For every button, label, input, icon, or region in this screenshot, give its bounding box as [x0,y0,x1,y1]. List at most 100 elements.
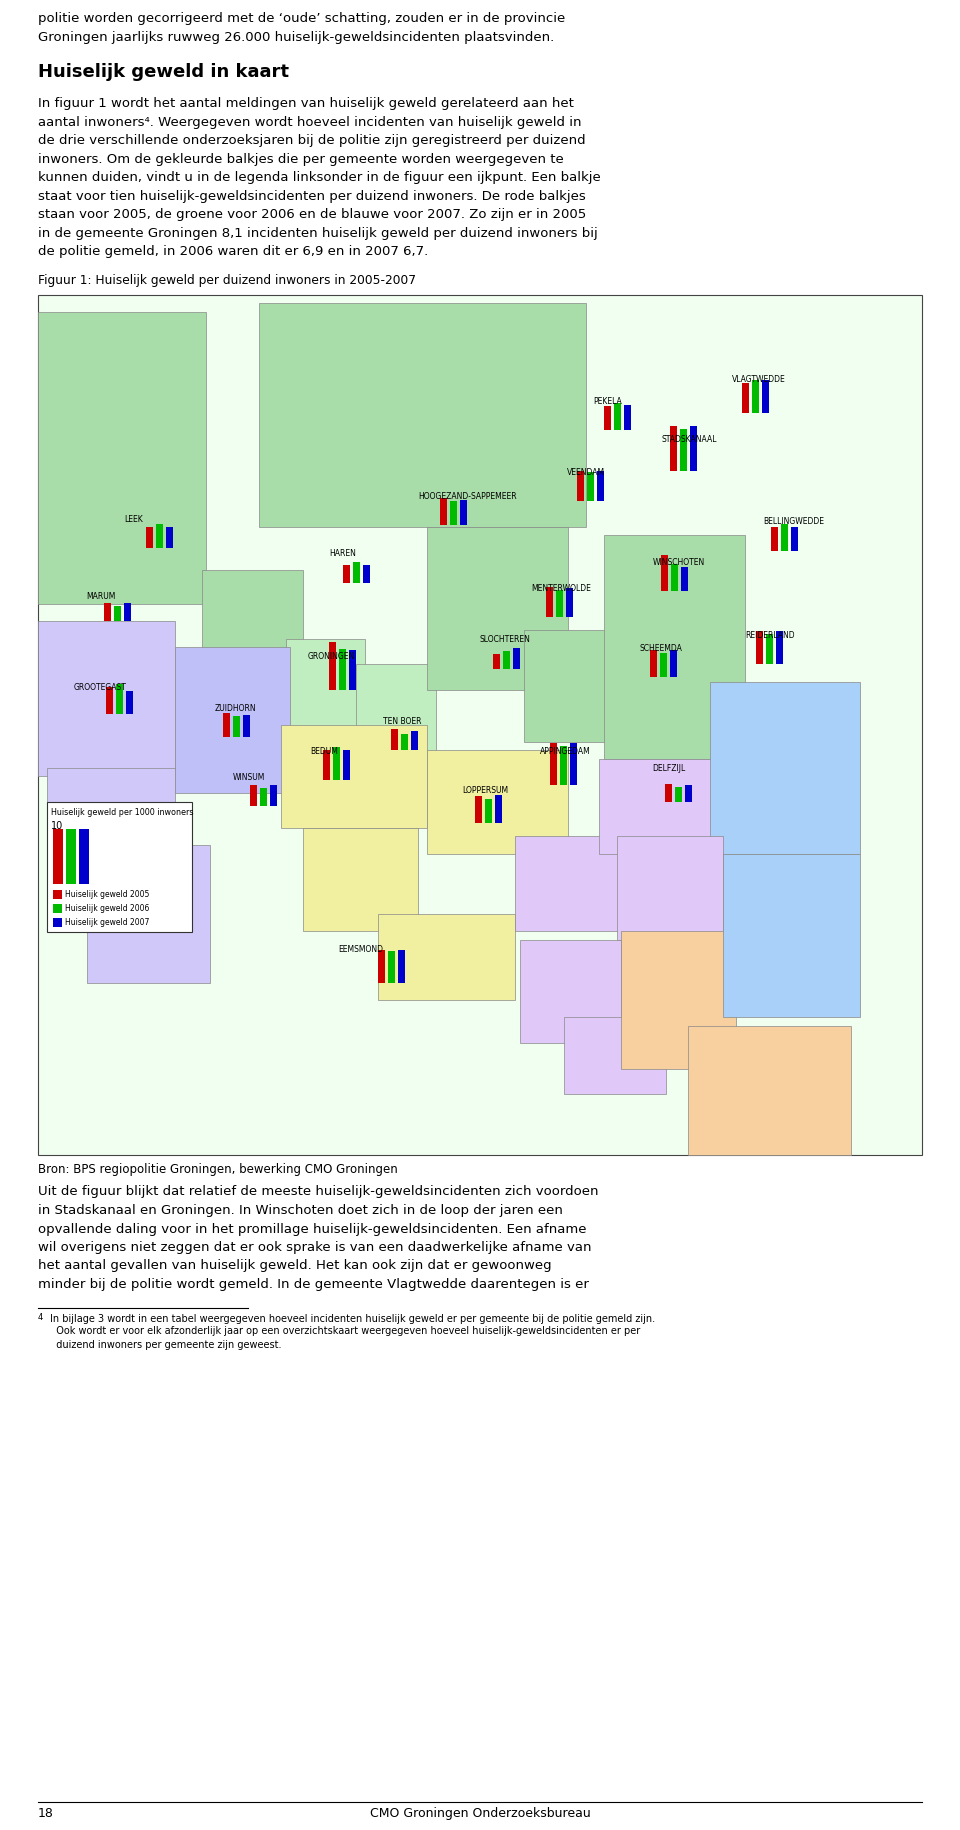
Bar [285,639,365,743]
Text: DE MARNE: DE MARNE [95,829,136,838]
Bar [162,844,170,867]
Bar [597,472,604,501]
Bar [516,836,621,931]
Bar [260,789,267,807]
Text: DELFZIJL: DELFZIJL [653,763,685,772]
Bar [665,785,672,803]
Bar [343,565,349,584]
Bar [762,381,769,414]
Text: opvallende daling voor in het promillage huiselijk-geweldsincidenten. Een afname: opvallende daling voor in het promillage… [38,1222,587,1235]
Text: Huiselijk geweld 2006: Huiselijk geweld 2006 [65,904,149,913]
Bar [114,608,121,622]
Text: 18: 18 [38,1806,54,1819]
Bar [546,587,553,619]
Bar [349,650,356,690]
Text: WINSUM: WINSUM [232,772,265,781]
Text: Uit de figuur blijkt dat relatief de meeste huiselijk-geweldsincidenten zich voo: Uit de figuur blijkt dat relatief de mee… [38,1184,598,1199]
Text: inwoners. Om de gekleurde balkjes die per gemeente worden weergegeven te: inwoners. Om de gekleurde balkjes die pe… [38,152,564,165]
Bar [513,648,520,670]
Text: In figuur 1 wordt het aantal meldingen van huiselijk geweld gerelateerd aan het: In figuur 1 wordt het aantal meldingen v… [38,97,574,110]
Bar [156,525,163,549]
Bar [47,803,192,933]
Text: BELLINGWEDDE: BELLINGWEDDE [763,518,824,525]
Bar [676,787,683,803]
Text: SLOCHTEREN: SLOCHTEREN [480,635,531,644]
Bar [427,750,568,855]
Bar [233,717,240,737]
Bar [324,750,330,781]
Text: de drie verschillende onderzoeksjaren bij de politie zijn geregistreerd per duiz: de drie verschillende onderzoeksjaren bi… [38,134,586,146]
Text: TEN BOER: TEN BOER [383,717,421,725]
Bar [392,730,398,750]
Bar [460,501,467,525]
Bar [681,567,688,591]
Bar [791,527,799,551]
Bar [411,732,419,750]
Bar [587,472,594,501]
Text: MENTERWOLDE: MENTERWOLDE [531,584,591,593]
Bar [570,743,578,785]
Text: Huiselijk geweld per 1000 inwoners: Huiselijk geweld per 1000 inwoners [51,807,193,816]
Text: ZUIDHORN: ZUIDHORN [215,703,256,712]
Bar [670,651,678,677]
Text: het aantal gevallen van huiselijk geweld. Het kan ook zijn dat er gewoonweg: het aantal gevallen van huiselijk geweld… [38,1259,552,1272]
Bar [53,829,62,884]
Text: REIDERLAND: REIDERLAND [745,631,795,639]
Text: de politie gemeld, in 2006 waren dit er 6,9 en in 2007 6,7.: de politie gemeld, in 2006 waren dit er … [38,245,428,258]
Bar [617,836,723,941]
Bar [126,692,132,716]
Bar [690,426,697,472]
Bar [86,845,210,983]
Text: Figuur 1: Huiselijk geweld per duizend inwoners in 2005-2007: Figuur 1: Huiselijk geweld per duizend i… [38,273,416,285]
Bar [344,750,350,781]
Bar [661,556,668,591]
Bar [388,952,396,983]
Text: staan voor 2005, de groene voor 2006 en de blauwe voor 2007. Zo zijn er in 2005: staan voor 2005, de groene voor 2006 en … [38,209,587,221]
Bar [671,565,678,591]
Text: 4: 4 [38,1312,43,1321]
Text: aantal inwoners⁴. Weergegeven wordt hoeveel incidenten van huiselijk geweld in: aantal inwoners⁴. Weergegeven wordt hoev… [38,115,582,128]
Bar [604,536,745,759]
Text: Huiselijk geweld in kaart: Huiselijk geweld in kaart [38,62,289,81]
Bar [566,589,573,619]
Text: wil overigens niet zeggen dat er ook sprake is van een daadwerkelijke afname van: wil overigens niet zeggen dat er ook spr… [38,1241,591,1254]
Text: LOPPERSUM: LOPPERSUM [463,785,509,794]
Bar [564,1017,665,1094]
Bar [660,653,667,677]
Text: GRONINGEN: GRONINGEN [307,651,355,661]
Text: GROOTEGAST: GROOTEGAST [73,683,126,692]
Text: duizend inwoners per gemeente zijn geweest.: duizend inwoners per gemeente zijn gewee… [50,1340,281,1349]
Bar [427,527,568,690]
Text: in de gemeente Groningen 8,1 incidenten huiselijk geweld per duizend inwoners bi: in de gemeente Groningen 8,1 incidenten … [38,227,598,240]
Text: LEEK: LEEK [125,514,143,523]
Bar [47,769,175,871]
Bar [777,631,783,664]
Text: HOOGEZAND-SAPPEMEER: HOOGEZAND-SAPPEMEER [419,490,516,500]
Bar [621,931,736,1069]
Bar [772,527,779,551]
Bar [166,527,174,549]
Bar [577,472,584,501]
Bar [624,406,631,432]
Bar [202,571,303,725]
Text: politie worden gecorrigeerd met de ‘oude’ schatting, zouden er in de provincie: politie worden gecorrigeerd met de ‘oude… [38,13,565,26]
Bar [147,527,154,549]
Bar [486,800,492,824]
Text: Huiselijk geweld 2007: Huiselijk geweld 2007 [65,919,149,926]
Bar [329,642,336,690]
Text: Ook wordt er voor elk afzonderlijk jaar op een overzichtskaart weergegeven hoeve: Ook wordt er voor elk afzonderlijk jaar … [50,1325,640,1336]
Bar [270,785,276,807]
Bar [450,501,457,525]
Bar [53,919,61,928]
Bar [604,406,611,432]
Text: minder bij de politie wordt gemeld. In de gemeente Vlagtwedde daarentegen is er: minder bij de politie wordt gemeld. In d… [38,1277,588,1290]
Bar [599,759,719,855]
Bar [742,384,750,414]
Bar [53,904,61,913]
Bar [352,562,360,584]
Bar [250,785,257,807]
Text: EEMSMOND: EEMSMOND [339,944,384,953]
Bar [709,683,860,855]
Bar [687,1027,852,1155]
Bar [475,796,482,824]
